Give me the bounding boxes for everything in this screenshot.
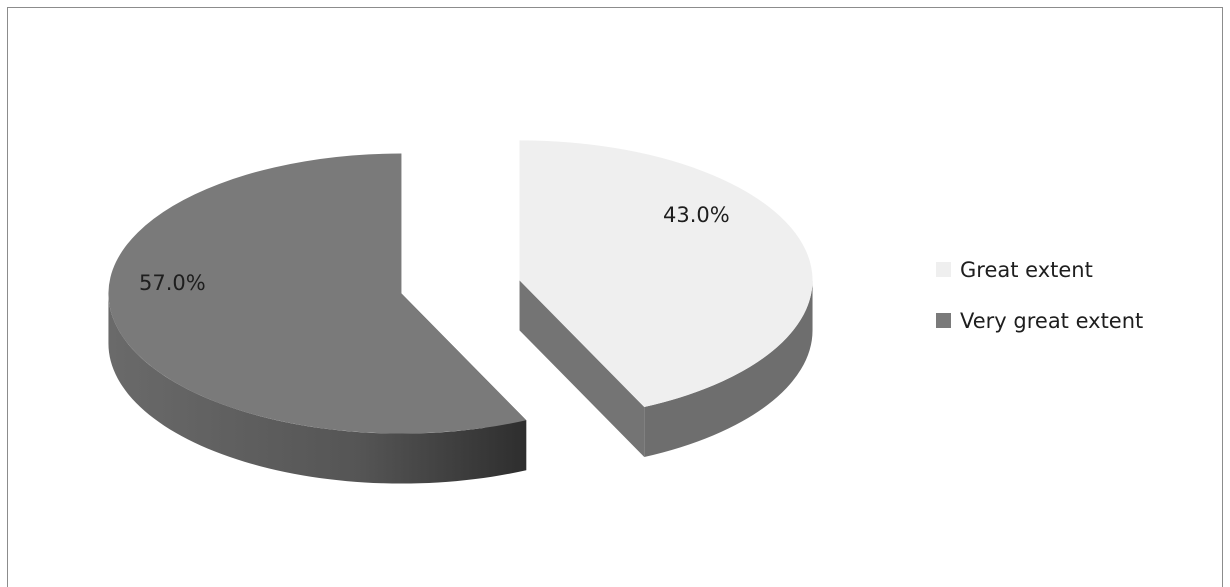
legend-swatch-great-extent [936,262,951,277]
legend: Great extent Very great extent [936,258,1143,333]
legend-label-great-extent: Great extent [960,258,1093,282]
data-label-great-extent: 43.0% [663,203,730,227]
pie-group [108,140,813,484]
legend-swatch-very-great-extent [936,313,951,328]
pie-slice-great-extent [519,140,813,408]
pie-rim-great-extent [644,280,813,458]
pie-rim-very-great-extent [108,293,527,484]
pie-side-great-extent [519,280,645,458]
pie-slice-very-great-extent [108,153,527,434]
legend-label-very-great-extent: Very great extent [960,309,1143,333]
data-label-very-great-extent: 57.0% [139,271,206,295]
